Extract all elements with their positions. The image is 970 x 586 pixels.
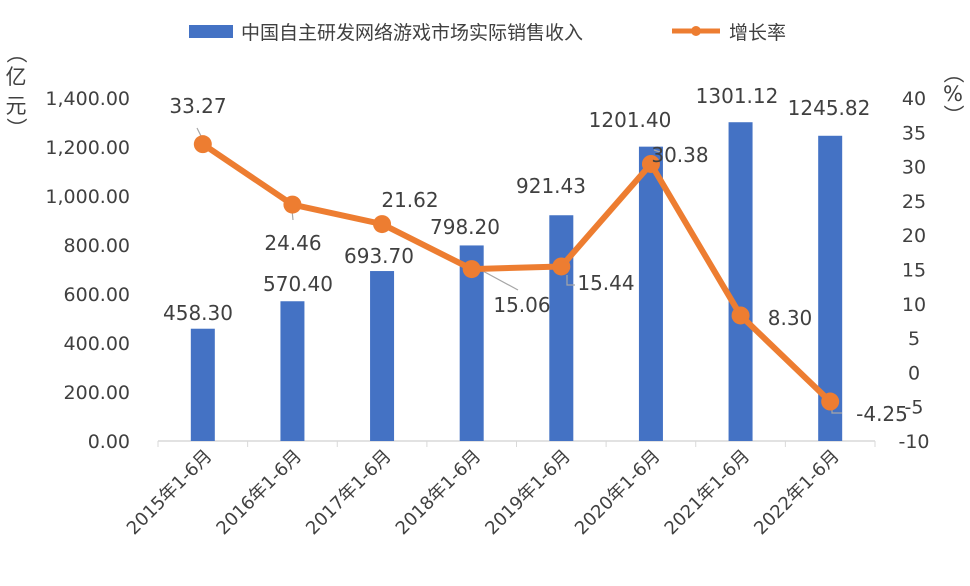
legend-bar-label: 中国自主研发网络游戏市场实际销售收入: [241, 22, 583, 44]
y-left-tick-label: 800.00: [64, 235, 130, 257]
legend-bar-swatch: [189, 25, 233, 38]
growth-marker: [373, 215, 392, 234]
y-left-tick-label: 1,400.00: [45, 88, 130, 110]
y-left-tick-label: 0.00: [88, 431, 130, 453]
y-right-tick-label: 15: [902, 260, 926, 282]
bar: [549, 215, 574, 441]
y-left-title-char: ）: [4, 118, 28, 139]
growth-data-label: 30.38: [651, 143, 708, 167]
x-tick-label: 2022年1-6月: [750, 446, 843, 539]
growth-marker: [731, 306, 750, 325]
y-right-tick-label: 25: [902, 191, 926, 213]
bar-data-label: 1245.82: [788, 96, 871, 120]
bar: [728, 122, 753, 442]
y-right-title-char: ）: [941, 105, 965, 126]
x-tick-label: 2020年1-6月: [571, 446, 664, 539]
growth-line: [201, 141, 833, 404]
y-right-tick-label: -10: [898, 431, 929, 453]
y-left-title-char: 元: [6, 94, 27, 118]
y-axis-left-title: （亿元）: [4, 43, 28, 139]
y-right-title-char: %: [943, 82, 963, 106]
y-right-tick-label: 30: [902, 157, 926, 179]
leader-line: [653, 149, 661, 153]
growth-marker: [283, 195, 302, 214]
x-tick-label: 2016年1-6月: [212, 446, 305, 539]
y-right-tick-label: 5: [908, 328, 920, 350]
bar: [370, 271, 395, 441]
y-right-tick-label: -5: [905, 397, 924, 419]
x-tick-label: 2017年1-6月: [302, 446, 395, 539]
y-right-tick-label: 0: [908, 362, 920, 384]
growth-marker: [462, 260, 481, 279]
growth-data-label: -4.25: [856, 402, 908, 426]
growth-data-label: 8.30: [768, 306, 813, 330]
y-right-tick-label: 35: [902, 122, 926, 144]
legend: 中国自主研发网络游戏市场实际销售收入 增长率: [189, 22, 786, 44]
leader-line: [480, 269, 519, 291]
y-left-title-char: （: [4, 43, 28, 64]
y-right-title-char: （: [941, 63, 965, 84]
bar: [280, 301, 305, 441]
bar-data-label: 1301.12: [696, 84, 779, 108]
growth-marker: [552, 257, 571, 276]
leader-line: [566, 275, 575, 286]
y-axis-right-title: （%）: [941, 63, 965, 126]
y-right-tick-label: 40: [902, 88, 926, 110]
bar-data-label: 458.30: [163, 301, 233, 325]
bar-data-label: 693.70: [344, 244, 414, 268]
y-left-tick-label: 600.00: [64, 284, 130, 306]
bar: [190, 328, 215, 441]
growth-marker: [821, 392, 840, 411]
y-left-tick-label: 1,200.00: [45, 137, 130, 159]
bar-data-label: 1201.40: [589, 108, 672, 132]
legend-line-label: 增长率: [729, 22, 786, 44]
legend-line-marker: [691, 26, 701, 36]
x-tick-label: 2015年1-6月: [123, 446, 216, 539]
growth-data-label: 15.06: [493, 293, 550, 317]
bar-data-label: 921.43: [516, 174, 586, 198]
growth-data-label: 21.62: [381, 188, 438, 212]
x-tick-label: 2019年1-6月: [481, 446, 574, 539]
growth-data-label: 15.44: [577, 271, 634, 295]
bar-data-label: 798.20: [430, 215, 500, 239]
y-right-tick-label: 10: [902, 294, 926, 316]
y-left-tick-label: 200.00: [64, 382, 130, 404]
bar: [638, 146, 663, 442]
y-right-tick-label: 20: [902, 225, 926, 247]
x-tick-label: 2021年1-6月: [661, 446, 754, 539]
x-tick-label: 2018年1-6月: [392, 446, 485, 539]
y-left-title-char: 亿: [6, 65, 27, 89]
growth-data-label: 24.46: [264, 231, 321, 255]
growth-data-label: 33.27: [169, 94, 226, 118]
bar-data-label: 570.40: [263, 272, 333, 296]
y-left-tick-label: 1,000.00: [45, 186, 130, 208]
growth-marker: [193, 135, 212, 154]
y-left-tick-label: 400.00: [64, 333, 130, 355]
growth-marker: [641, 154, 660, 173]
